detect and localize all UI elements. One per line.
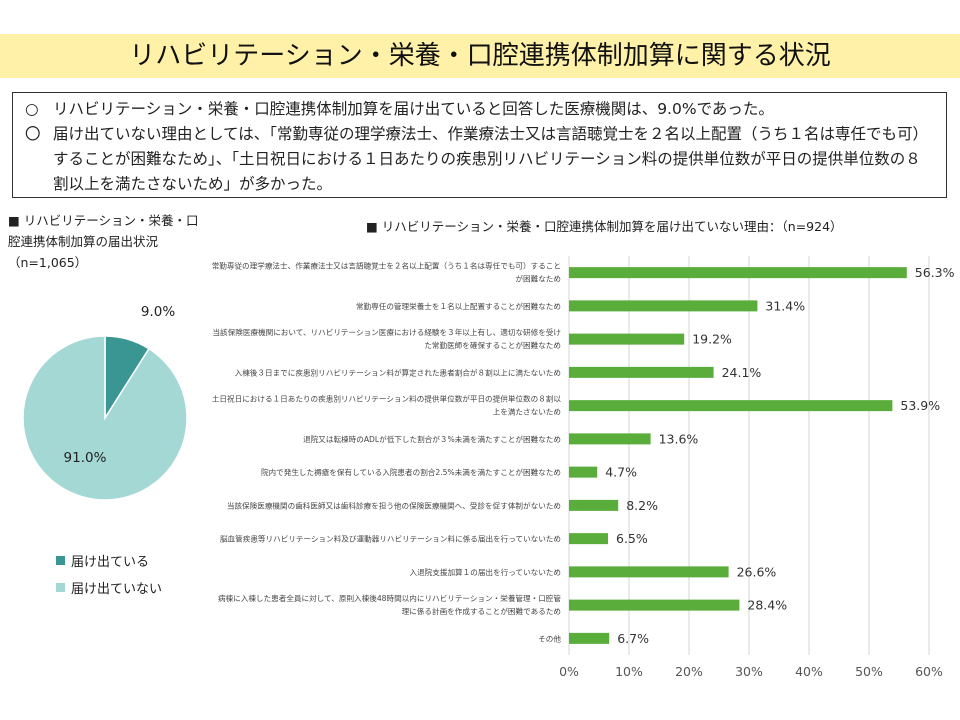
page-title: リハビリテーション・栄養・口腔連携体制加算に関する状況 — [129, 41, 831, 71]
bar-category-label-line: が困難なため — [515, 274, 561, 284]
bar-category-label-line: 入棟後３日までに疾患別リハビリテーション料が算定された患者割合が８割以上に満たな… — [235, 367, 561, 377]
bar-category-label-line: 当該保険医療機関において、リハビリテーション医療における経験を３年以上有し、適切… — [212, 327, 561, 337]
bar-5 — [569, 433, 651, 445]
bar-data-label-9: 26.6% — [737, 564, 777, 579]
pie-legend-item-1: 届け出ていない — [56, 578, 162, 597]
bar-10 — [569, 599, 740, 611]
x-tick-label-3: 30% — [735, 664, 763, 679]
bar-4 — [569, 400, 893, 412]
x-tick-label-1: 10% — [615, 664, 643, 679]
legend-swatch-icon — [56, 556, 65, 565]
bar-category-label-1: 常勤専任の管理栄養士を１名以上配置することが困難なため — [356, 301, 561, 311]
x-tick-label-5: 50% — [855, 664, 883, 679]
pie-legend-label-0: 届け出ている — [71, 555, 150, 570]
bar-category-label-line: 退院又は転棟時のADLが低下した割合が３%未満を満たすことが困難なため — [303, 434, 561, 444]
bar-category-label-5: 退院又は転棟時のADLが低下した割合が３%未満を満たすことが困難なため — [303, 434, 561, 444]
bar-2 — [569, 333, 685, 345]
bar-data-label-8: 6.5% — [616, 531, 648, 546]
pie-chart-title: ■ リハビリテーション・栄養・口腔連携体制加算の届出状況（n=1,065） — [8, 213, 199, 270]
summary-text-2: 届け出ていない理由としては、「常勤専従の理学療法士、作業療法士又は言語聴覚士を２… — [53, 125, 928, 193]
title-band — [0, 34, 960, 78]
bar-8 — [569, 533, 608, 545]
bar-category-label-line: その他 — [538, 633, 561, 643]
bar-data-label-2: 19.2% — [692, 332, 732, 347]
bullet-mark-icon: ○ — [25, 100, 39, 118]
pie-slice-label-0: 9.0% — [141, 304, 175, 320]
bar-0 — [569, 267, 907, 279]
bar-category-label-2: 当該保険医療機関において、リハビリテーション医療における経験を３年以上有し、適切… — [212, 327, 561, 350]
bar-category-label-line: 入退院支援加算１の届出を行っていないため — [410, 567, 562, 577]
summary-box: ○ リハビリテーション・栄養・口腔連携体制加算を届け出ていると回答した医療機関は… — [12, 92, 947, 198]
pie-legend-item-0: 届け出ている — [56, 551, 149, 570]
bar-category-label-6: 院内で発生した褥瘡を保有している入院患者の割合2.5%未満を満たすことが困難なた… — [261, 467, 561, 477]
bar-category-label-3: 入棟後３日までに疾患別リハビリテーション料が算定された患者割合が８割以上に満たな… — [235, 367, 561, 377]
bar-category-label-line: た常勤医師を確保することが困難なため — [424, 340, 561, 350]
bar-data-label-7: 8.2% — [626, 498, 658, 513]
legend-swatch-icon — [56, 583, 65, 592]
bar-data-label-3: 24.1% — [722, 365, 762, 380]
bar-category-label-9: 入退院支援加算１の届出を行っていないため — [410, 567, 562, 577]
bar-data-label-10: 28.4% — [747, 598, 787, 613]
bar-category-label-line: 土日祝日における１日あたりの疾患別リハビリテーション料の提供単位数が平日の提供単… — [212, 394, 562, 404]
bar-category-label-line: 院内で発生した褥瘡を保有している入院患者の割合2.5%未満を満たすことが困難なた… — [261, 467, 561, 477]
bar-category-label-line: 脳血管疾患等リハビリテーション料及び運動器リハビリテーション料に係る届出を行って… — [220, 534, 561, 544]
bullet-mark-icon: 〇 — [25, 125, 41, 143]
bar-3 — [569, 366, 714, 378]
bar-7 — [569, 499, 619, 511]
x-tick-label-4: 40% — [795, 664, 823, 679]
summary-item-1: ○ リハビリテーション・栄養・口腔連携体制加算を届け出ていると回答した医療機関は… — [25, 97, 936, 122]
bar-data-label-6: 4.7% — [605, 465, 637, 480]
pie-legend-label-1: 届け出ていない — [71, 582, 163, 597]
summary-text-1: リハビリテーション・栄養・口腔連携体制加算を届け出ていると回答した医療機関は、9… — [53, 100, 774, 118]
bar-category-label-8: 脳血管疾患等リハビリテーション料及び運動器リハビリテーション料に係る届出を行って… — [220, 534, 561, 544]
bar-category-label-10: 病棟に入棟した患者全員に対して、原則入棟後48時間以内にリハビリテーション・栄養… — [218, 593, 561, 616]
bar-category-label-line: 病棟に入棟した患者全員に対して、原則入棟後48時間以内にリハビリテーション・栄養… — [218, 593, 561, 603]
bar-category-label-line: 常勤専任の管理栄養士を１名以上配置することが困難なため — [356, 301, 561, 311]
bar-category-label-11: その他 — [538, 633, 561, 643]
bar-category-label-7: 当該保険医療機関の歯科医師又は歯科診療を担う他の保険医療機関へ、受診を促す体制が… — [227, 500, 561, 510]
bar-category-label-line: 理に係る計画を作成することが困難であるため — [402, 606, 561, 616]
pie-slice-label-1: 91.0% — [64, 450, 107, 466]
bar-9 — [569, 566, 729, 578]
bar-category-label-4: 土日祝日における１日あたりの疾患別リハビリテーション料の提供単位数が平日の提供単… — [212, 394, 562, 417]
bar-data-label-4: 53.9% — [900, 398, 940, 413]
summary-item-2: 〇 届け出ていない理由としては、「常勤専従の理学療法士、作業療法士又は言語聴覚士… — [25, 122, 936, 197]
bar-data-label-1: 31.4% — [765, 298, 805, 313]
bar-data-label-0: 56.3% — [915, 265, 955, 280]
pie-slice-1 — [22, 335, 188, 501]
bar-category-label-0: 常勤専従の理学療法士、作業療法士又は言語聴覚士を２名以上配置（うち１名は専任でも… — [212, 261, 561, 284]
x-tick-label-6: 60% — [915, 664, 943, 679]
bar-category-label-line: 当該保険医療機関の歯科医師又は歯科診療を担う他の保険医療機関へ、受診を促す体制が… — [227, 500, 561, 510]
x-tick-label-2: 20% — [675, 664, 703, 679]
bar-6 — [569, 466, 598, 478]
bar-11 — [569, 632, 610, 644]
bar-1 — [569, 300, 758, 312]
x-tick-label-0: 0% — [559, 664, 579, 679]
bar-data-label-11: 6.7% — [617, 631, 649, 646]
bar-category-label-line: 常勤専従の理学療法士、作業療法士又は言語聴覚士を２名以上配置（うち１名は専任でも… — [212, 261, 561, 271]
bar-data-label-5: 13.6% — [659, 431, 699, 446]
bar-category-label-line: 上を満たさないため — [493, 408, 561, 417]
bar-chart-title: ■ リハビリテーション・栄養・口腔連携体制加算を届け出ていない理由：（n=924… — [366, 219, 843, 234]
